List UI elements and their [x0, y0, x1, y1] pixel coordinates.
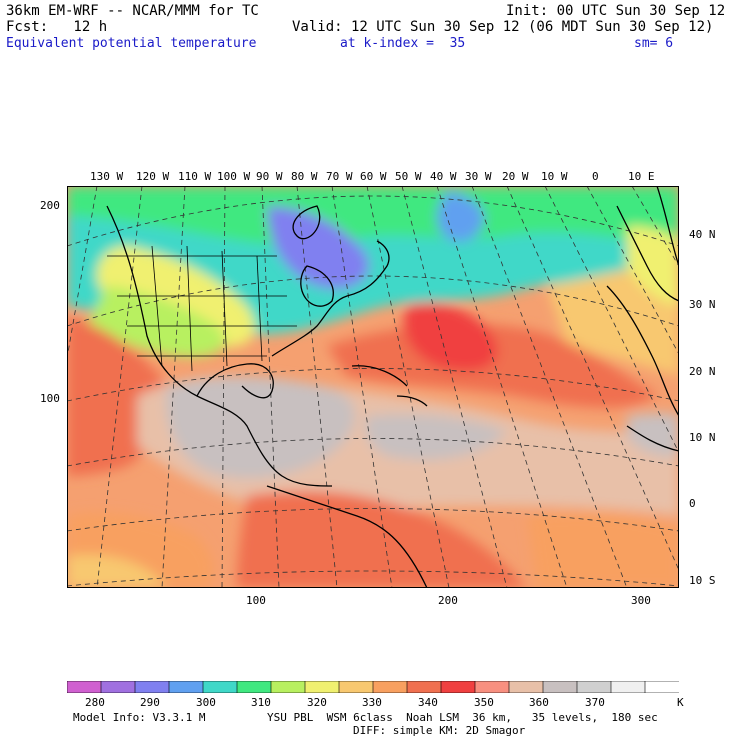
field-name: Equivalent potential temperature: [6, 36, 257, 51]
graticule: [67, 186, 679, 588]
colorbar-label: 370: [585, 696, 605, 709]
smoothing-info: sm= 6: [634, 36, 674, 51]
lat-label: 40 N: [689, 228, 716, 241]
lon-label: 50 W: [395, 170, 422, 183]
lon-label: 10 E: [628, 170, 655, 183]
physics-info: YSU PBL WSM 6class Noah LSM 36 km, 35 le…: [267, 711, 658, 724]
lat-label: 30 N: [689, 298, 716, 311]
grid-y-label: 200: [40, 199, 60, 212]
lon-label: 130 W: [90, 170, 124, 183]
colorbar-swatch: [338, 681, 374, 693]
colorbar-swatch: [236, 681, 272, 693]
lon-label: 100 W: [217, 170, 251, 183]
valid-time: Valid: 12 UTC Sun 30 Sep 12 (06 MDT Sun …: [292, 19, 714, 35]
lon-label: 30 W: [465, 170, 492, 183]
diffusion-info: DIFF: simple KM: 2D Smagor: [353, 724, 526, 737]
lon-label: 70 W: [326, 170, 353, 183]
level-info: at k-index = 35: [340, 36, 466, 51]
grid-x-label: 100: [246, 594, 266, 607]
lat-label: 20 N: [689, 365, 716, 378]
lon-label: 120 W: [136, 170, 170, 183]
colorbar-swatch: [474, 681, 510, 693]
colorbar-label: 300: [196, 696, 216, 709]
lon-label: 110 W: [178, 170, 212, 183]
colorbar-swatch: [610, 681, 646, 693]
lon-label: 80 W: [291, 170, 318, 183]
lat-label: 10 S: [689, 574, 716, 587]
lon-label: 40 W: [430, 170, 457, 183]
theta-e-map: [67, 186, 679, 588]
colorbar-swatch: [508, 681, 544, 693]
colorbar-label: 290: [140, 696, 160, 709]
state-borders: [107, 245, 297, 372]
colorbar: [67, 681, 679, 693]
model-info: Model Info: V3.3.1 M: [73, 711, 206, 724]
colorbar-swatch: [372, 681, 408, 693]
field-shading: [67, 186, 679, 588]
colorbar-label: 280: [85, 696, 105, 709]
colorbar-swatch: [270, 681, 306, 693]
lat-label: 10 N: [689, 431, 716, 444]
colorbar-label: 310: [251, 696, 271, 709]
colorbar-swatch: [440, 681, 476, 693]
grid-x-label: 300: [631, 594, 651, 607]
grid-x-label: 200: [438, 594, 458, 607]
colorbar-swatch: [576, 681, 612, 693]
lon-label: 90 W: [256, 170, 283, 183]
model-title: 36km EM-WRF -- NCAR/MMM for TC: [6, 3, 259, 19]
colorbar-swatch: [202, 681, 238, 693]
lon-label: 20 W: [502, 170, 529, 183]
lon-label: 0: [592, 170, 599, 183]
lon-label: 10 W: [541, 170, 568, 183]
init-time: Init: 00 UTC Sun 30 Sep 12: [506, 3, 726, 19]
grid-y-label: 100: [40, 392, 60, 405]
colorbar-swatch: [134, 681, 170, 693]
colorbar-swatch: [168, 681, 204, 693]
colorbar-label: 330: [362, 696, 382, 709]
lat-label: 0: [689, 497, 696, 510]
colorbar-unit: K: [677, 696, 684, 709]
colorbar-swatch: [304, 681, 340, 693]
colorbar-swatch: [100, 681, 136, 693]
lon-label: 60 W: [360, 170, 387, 183]
colorbar-label: 340: [418, 696, 438, 709]
colorbar-label: 320: [307, 696, 327, 709]
colorbar-swatch: [67, 681, 102, 693]
coastlines: [106, 186, 679, 588]
colorbar-swatch: [644, 681, 679, 693]
colorbar-label: 350: [474, 696, 494, 709]
colorbar-swatch: [542, 681, 578, 693]
forecast-hour: Fcst: 12 h: [6, 19, 108, 35]
colorbar-swatch: [406, 681, 442, 693]
colorbar-label: 360: [529, 696, 549, 709]
